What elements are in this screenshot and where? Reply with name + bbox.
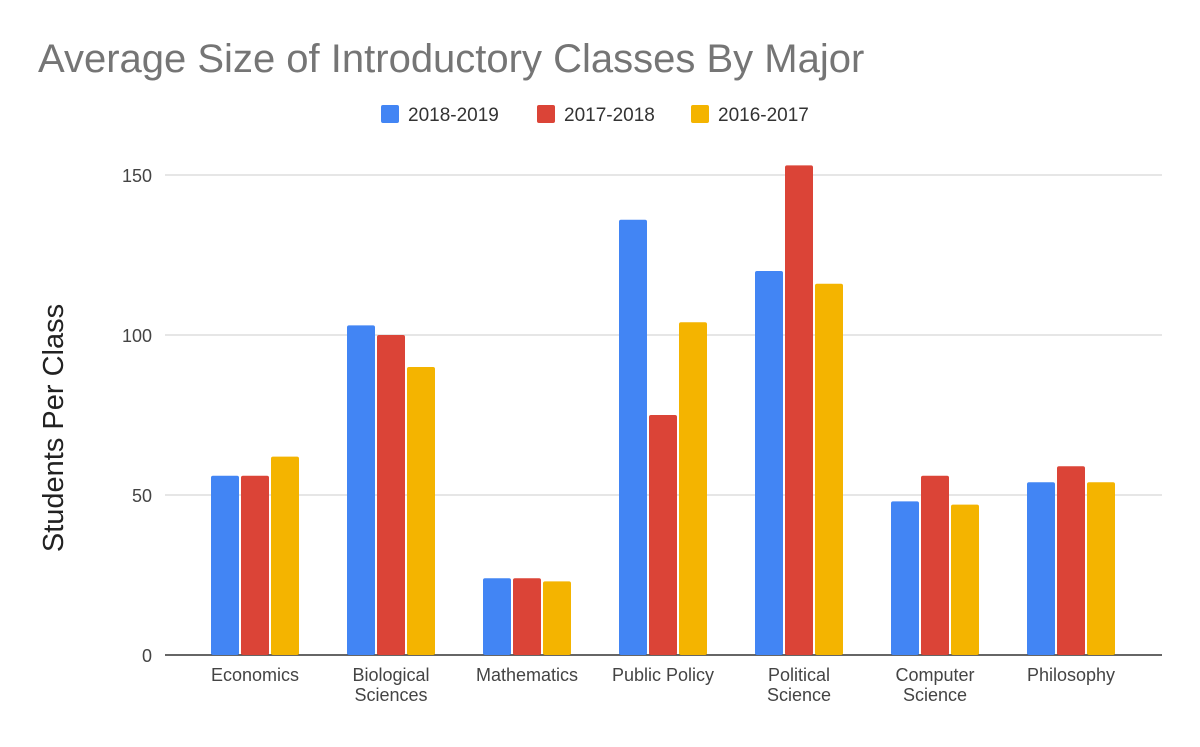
x-tick-label: Mathematics [476, 665, 578, 685]
bar-2018-2019 [347, 325, 375, 655]
bar-2016-2017 [679, 322, 707, 655]
bar-2017-2018 [921, 475, 949, 655]
legend-swatch [537, 105, 555, 123]
bar-2017-2018 [513, 578, 541, 655]
bar-2018-2019 [891, 501, 919, 655]
legend-swatch [691, 105, 709, 123]
bar-2017-2018 [241, 475, 269, 655]
y-tick-label: 0 [142, 646, 152, 666]
bar-2016-2017 [543, 581, 571, 655]
bar-2017-2018 [1057, 466, 1085, 655]
bars [211, 165, 1115, 656]
bar-2018-2019 [483, 578, 511, 655]
x-tick-label: Public Policy [612, 665, 714, 685]
y-tick-label: 100 [122, 326, 152, 346]
legend: 2018-2019 2017-2018 2016-2017 [381, 105, 809, 126]
bar-2016-2017 [407, 367, 435, 655]
legend-label: 2016-2017 [718, 105, 809, 126]
bar-2017-2018 [785, 165, 813, 655]
bar-2016-2017 [271, 456, 299, 655]
bar-2016-2017 [815, 283, 843, 655]
bar-2016-2017 [1087, 482, 1115, 655]
bar-2018-2019 [755, 271, 783, 655]
y-tick-label: 50 [132, 486, 152, 506]
bar-2017-2018 [649, 415, 677, 655]
x-tick-label: Sciences [354, 685, 427, 705]
bar-2016-2017 [951, 504, 979, 655]
x-tick-label: Science [767, 685, 831, 705]
bar-2018-2019 [619, 219, 647, 656]
x-tick-label: Philosophy [1027, 665, 1115, 685]
legend-swatch [381, 105, 399, 123]
x-tick-label: Political [768, 665, 830, 685]
chart-title: Average Size of Introductory Classes By … [38, 37, 864, 81]
x-tick-label: Economics [211, 665, 299, 685]
bar-2018-2019 [1027, 482, 1055, 655]
bar-2018-2019 [211, 475, 239, 655]
bar-2017-2018 [377, 335, 405, 655]
y-axis-label: Students Per Class [38, 304, 70, 552]
x-tick-label: Science [903, 685, 967, 705]
x-tick-label: Biological [352, 665, 429, 685]
legend-label: 2017-2018 [564, 105, 655, 126]
legend-label: 2018-2019 [408, 105, 499, 126]
y-tick-label: 150 [122, 166, 152, 186]
x-tick-label: Computer [895, 665, 974, 685]
